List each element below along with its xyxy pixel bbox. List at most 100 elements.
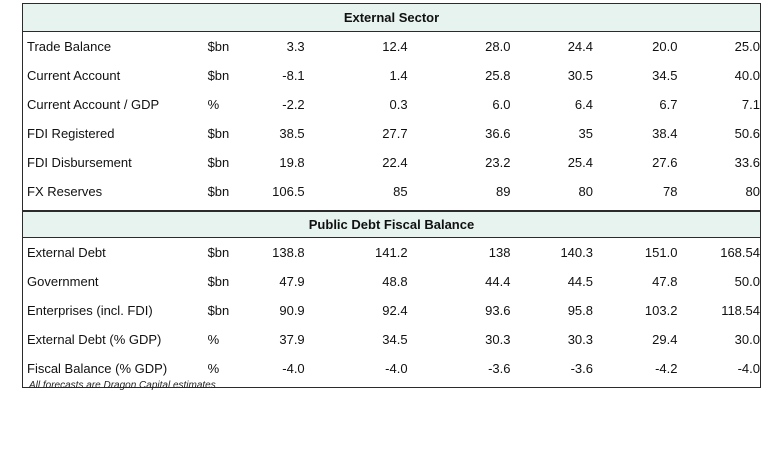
row-label: Enterprises (incl. FDI) [27,303,153,318]
value-cell: 30.3 [567,332,593,347]
value-cell: -3.6 [570,361,593,376]
table-row: Trade Balance $bn 3.3 12.4 28.0 24.4 20.0 25.0 [23,32,760,61]
value-cell: 89 [496,184,511,199]
value-cell: 44.4 [485,274,511,289]
data-table: External Sector Trade Balance $bn 3.3 12.4 2… [22,3,761,388]
value-cell: 138.8 [272,245,305,260]
value-cell: 40.0 [734,68,760,83]
value-cell: 36.6 [485,126,511,141]
value-cell: 34.5 [382,332,408,347]
value-cell: 6.4 [574,97,593,112]
value-cell: 80 [578,184,593,199]
section-title: External Sector [343,10,440,25]
value-cell: 93.6 [485,303,511,318]
value-cell: 138 [488,245,511,260]
value-cell: 38.4 [652,126,678,141]
value-cell: 151.0 [644,245,678,260]
value-cell: -4.0 [737,361,760,376]
table-row: External Debt $bn 138.8 141.2 138 140.3 151.0 1… [23,238,760,267]
footnote: All forecasts are Dragon Capital estimat… [29,380,216,391]
row-label: Trade Balance [27,39,112,54]
value-cell: 47.8 [652,274,678,289]
table-row: Fiscal Balance (% GDP)% -4.0 -4.0 -3.6 -3.6 -… [23,354,760,383]
value-cell: 6.0 [492,97,511,112]
value-cell: 34.5 [652,68,678,83]
row-unit: $bn [207,184,230,199]
value-cell: 90.9 [279,303,305,318]
value-cell: 47.9 [279,274,305,289]
value-cell: 12.4 [382,39,408,54]
value-cell: 24.4 [567,39,593,54]
value-cell: 29.4 [652,332,678,347]
section-body-external-sector: Trade Balance $bn 3.3 12.4 28.0 24.4 20.0 25.0 C… [23,32,760,206]
value-cell: 50.0 [734,274,760,289]
value-cell: 140.3 [560,245,593,260]
row-label: Current Account / GDP [27,97,160,112]
row-label: External Debt [27,245,106,260]
section-header-public-debt: Public Debt Fiscal Balance [23,210,760,238]
value-cell: 6.7 [659,97,678,112]
value-cell: 118.54 [721,303,760,318]
row-label: Current Account [27,68,121,83]
row-unit: % [207,332,220,347]
value-cell: 30.0 [734,332,760,347]
value-cell: 95.8 [567,303,593,318]
value-cell: -3.6 [488,361,511,376]
value-cell: 7.1 [741,97,760,112]
section-body-public-debt: External Debt $bn 138.8 141.2 138 140.3 151.0 1… [23,238,760,383]
table-row: External Debt (% GDP)% 37.9 34.5 30.3 30.3 29… [23,325,760,354]
value-cell: 27.6 [652,155,678,170]
row-unit: $bn [207,68,230,83]
value-cell: 0.3 [389,97,408,112]
value-cell: 19.8 [279,155,305,170]
table-row: FX Reserves $bn 106.5 85 89 80 78 80 [23,177,760,206]
row-unit: $bn [207,39,230,54]
value-cell: 92.4 [382,303,408,318]
value-cell: 44.5 [567,274,593,289]
value-cell: 22.4 [382,155,408,170]
row-label: FDI Registered [27,126,115,141]
value-cell: -4.0 [385,361,408,376]
value-cell: 106.5 [272,184,305,199]
row-label: Fiscal Balance (% GDP) [27,361,168,376]
value-cell: 33.6 [734,155,760,170]
table-row: Government $bn 47.9 48.8 44.4 44.5 47.8 50.0 [23,267,760,296]
value-cell: 80 [745,184,760,199]
row-unit: $bn [207,126,230,141]
row-label: External Debt (% GDP) [27,332,162,347]
section-header-external-sector: External Sector [23,4,760,32]
value-cell: 103.2 [644,303,678,318]
value-cell: 20.0 [652,39,678,54]
section-title: Public Debt Fiscal Balance [308,217,475,232]
value-cell: 25.0 [734,39,760,54]
row-unit: $bn [207,155,230,170]
row-label: Government [27,274,99,289]
value-cell: 38.5 [279,126,305,141]
value-cell: 37.9 [279,332,305,347]
table-row: Enterprises (incl. FDI) $bn 90.9 92.4 93.6 95… [23,296,760,325]
row-label: FX Reserves [27,184,103,199]
row-unit: % [207,97,220,112]
value-cell: 27.7 [382,126,408,141]
value-cell: 48.8 [382,274,408,289]
value-cell: 78 [663,184,678,199]
value-cell: 30.5 [567,68,593,83]
value-cell: -4.2 [655,361,678,376]
table-row: FDI Disbursement $bn 19.8 22.4 23.2 25.4 27.6 3… [23,148,760,177]
value-cell: 23.2 [485,155,511,170]
value-cell: 25.4 [567,155,593,170]
value-cell: -4.0 [282,361,305,376]
value-cell: 3.3 [286,39,305,54]
table-row: Current Account / GDP% -2.2 0.3 6.0 6.4 6.7 7.… [23,90,760,119]
value-cell: 141.2 [375,245,408,260]
row-unit: $bn [207,274,230,289]
row-unit: % [207,361,220,376]
value-cell: 168.54 [720,245,760,260]
value-cell: 1.4 [389,68,408,83]
value-cell: 85 [393,184,408,199]
table-row: Current Account $bn -8.1 1.4 25.8 30.5 34.5 40.… [23,61,760,90]
row-unit: $bn [207,245,230,260]
table-row: FDI Registered $bn 38.5 27.7 36.6 35 38.4 50.6 [23,119,760,148]
row-unit: $bn [207,303,230,318]
value-cell: -2.2 [282,97,305,112]
